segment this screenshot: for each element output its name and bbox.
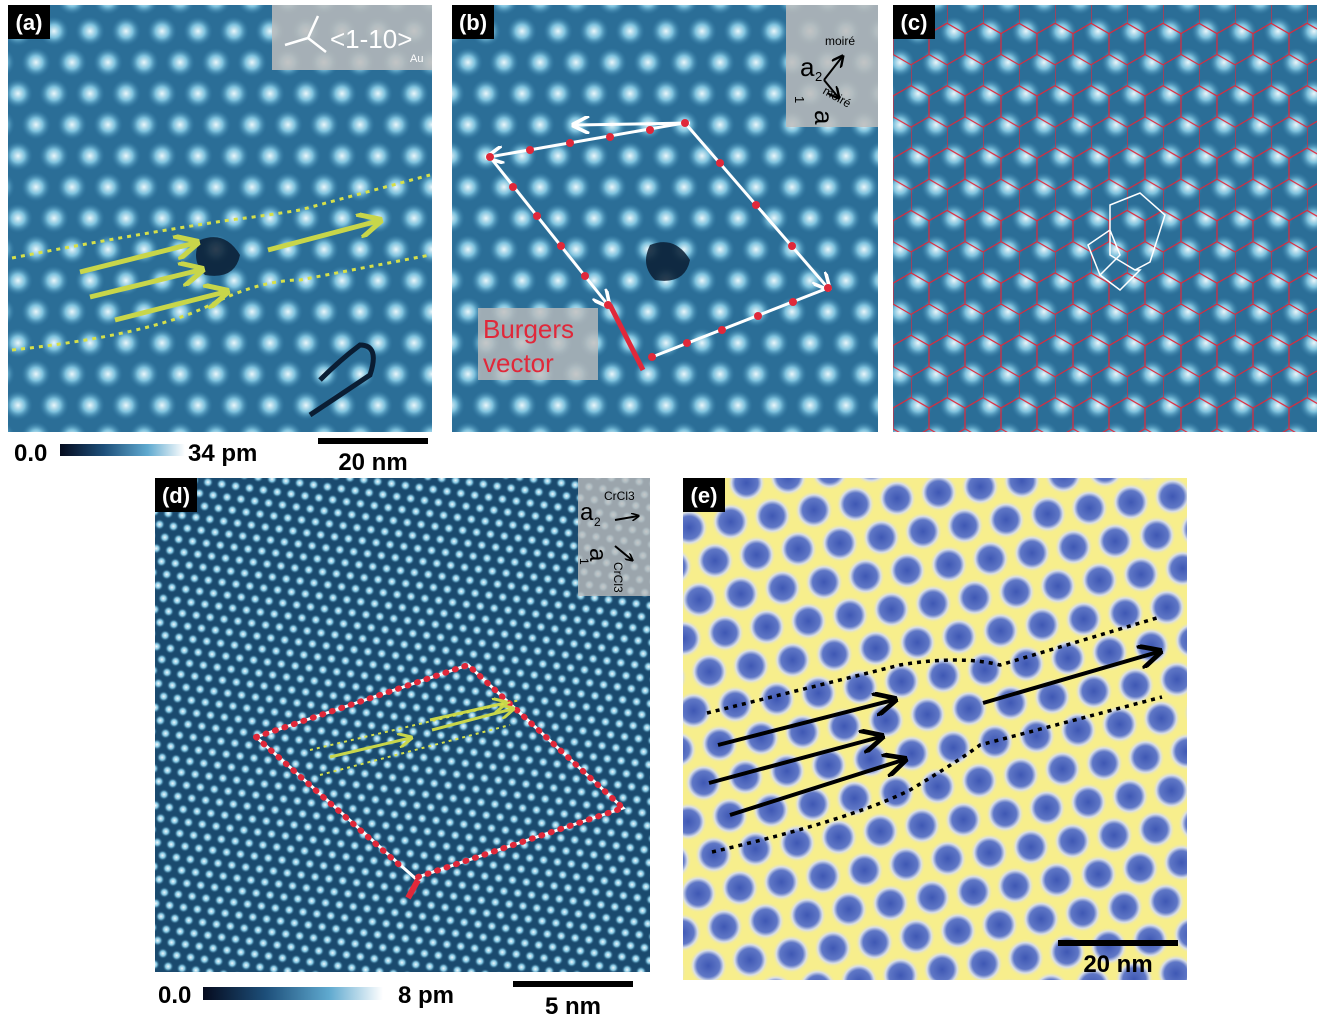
panel-d: (d) a 2 CrCl3 a 1 CrCl3 [155, 478, 650, 972]
scale-bar [318, 438, 428, 444]
stm-image [155, 478, 650, 972]
panel-b: Burgers vector (b) a 2 moiré a 1 moiré [452, 5, 878, 432]
direction: <1-10> [330, 24, 412, 54]
hexagon-overlay [893, 5, 1317, 432]
a1-sub: 1 [792, 96, 807, 103]
colorbar-bottom: 0.0 8 pm 5 nm [158, 981, 633, 1020]
colorbar-min: 0.0 [158, 982, 191, 1009]
a2: a [800, 52, 815, 82]
panel-label: (d) [162, 483, 190, 508]
panel-label: (c) [901, 10, 928, 35]
colorbar [203, 987, 383, 1000]
a1: a [809, 110, 839, 125]
a1-sup: CrCl3 [611, 562, 625, 593]
direction-subscript: Au [410, 53, 423, 65]
annotation: vector [483, 348, 554, 378]
panel-e: (e) 20 nm [683, 478, 1187, 980]
scale-label: 20 nm [338, 449, 407, 476]
panel-a: (a) <1-10> Au [8, 5, 432, 432]
colorbar-top: 0.0 34 pm 20 nm [14, 438, 428, 476]
figure: (a) <1-10> Au Burgers vector (b) a 2 moi… [0, 0, 1319, 1022]
panel-label: (b) [459, 10, 487, 35]
panel-label: (e) [691, 483, 718, 508]
a2-sup: CrCl3 [604, 489, 635, 503]
colorbar [60, 444, 185, 456]
panel-c: (c) [893, 5, 1317, 432]
scale-bar [1058, 940, 1178, 946]
a2-sub: 2 [815, 69, 822, 84]
colorbar-max: 34 pm [188, 440, 257, 467]
panel-label: (a) [16, 10, 43, 35]
a1-sub: 1 [577, 558, 591, 565]
stm-image [683, 478, 1187, 980]
scale-label: 20 nm [1083, 951, 1152, 978]
a2: a [580, 499, 594, 526]
a2-sup: moiré [825, 34, 855, 48]
colorbar-min: 0.0 [14, 440, 47, 467]
scale-bar [513, 981, 633, 987]
a2-sub: 2 [594, 515, 601, 529]
colorbar-max: 8 pm [398, 982, 454, 1009]
scale-label: 5 nm [545, 993, 601, 1020]
annotation: Burgers [483, 314, 574, 344]
